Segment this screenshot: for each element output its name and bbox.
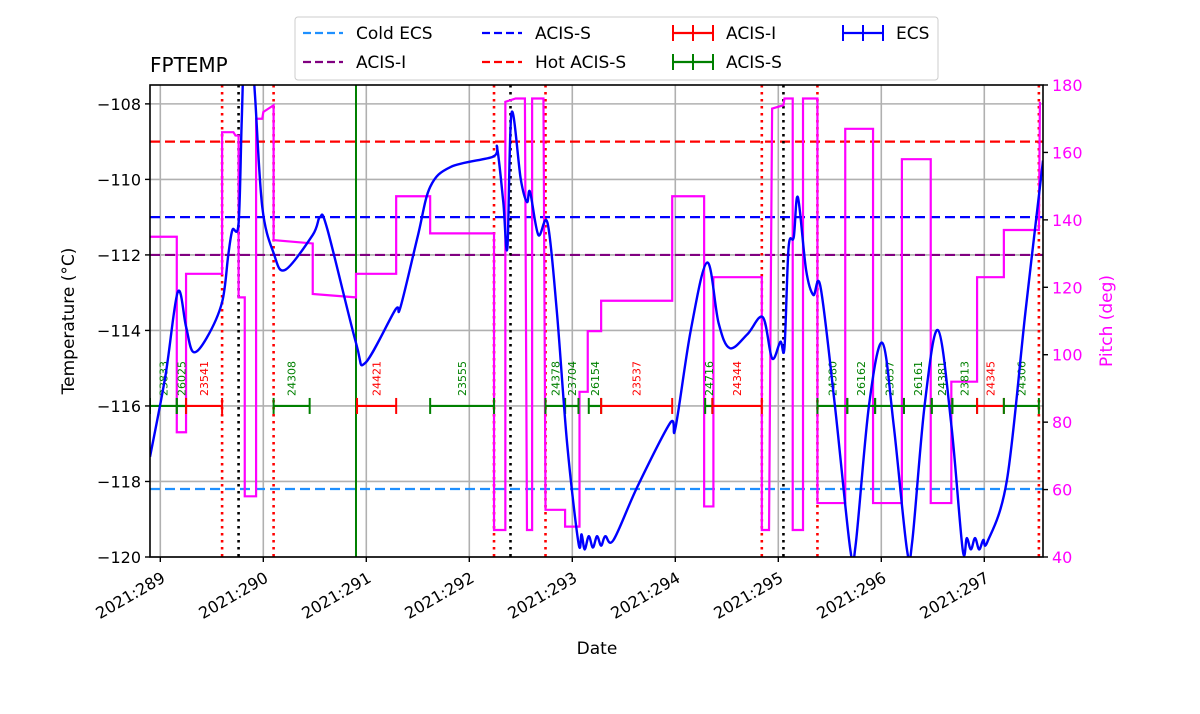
y2-tick-label: 100 (1052, 346, 1083, 365)
legend-label: Hot ACIS-S (535, 53, 626, 73)
legend-box (294, 16, 939, 81)
y-tick-label: −108 (97, 95, 141, 114)
legend-label: ACIS-I (726, 24, 776, 44)
legend-entry: ACIS-I (303, 53, 406, 73)
y2-axis-label: Pitch (deg) (1097, 275, 1117, 367)
x-tick-label: 2021:297 (916, 568, 992, 623)
grid (150, 85, 1043, 558)
obsid-label: 23555 (456, 361, 469, 396)
y2-tick-label: 120 (1052, 278, 1083, 297)
legend-label: ECS (896, 24, 929, 44)
y-tick-label: −110 (97, 170, 141, 189)
y2-tick-label: 60 (1052, 481, 1072, 500)
legend-entry: ACIS-S (672, 53, 782, 73)
obsid-label: 26025 (175, 361, 188, 396)
obsid-label: 24421 (371, 361, 384, 396)
y-tick-label: −116 (97, 397, 141, 416)
legend-label: ACIS-I (356, 53, 406, 73)
x-tick-label: 2021:294 (607, 568, 683, 623)
y2-tick-label: 180 (1052, 76, 1083, 95)
legend-entry: ACIS-S (482, 24, 591, 44)
plot-frame (149, 84, 1044, 558)
y2-tick-label: 140 (1052, 211, 1083, 230)
x-tick-label: 2021:291 (298, 568, 374, 623)
y-tick-label: −114 (97, 321, 141, 340)
y2-tick-label: 40 (1052, 548, 1072, 567)
y2-tick-label: 160 (1052, 143, 1083, 162)
obsid-label: 24344 (731, 361, 744, 396)
obsid-label: 26161 (912, 361, 925, 396)
obsid-label: 24345 (984, 361, 997, 396)
pitch-series (150, 97, 1042, 532)
x-tick-label: 2021:295 (710, 568, 786, 623)
obsid-label: 23813 (959, 361, 972, 396)
legend-entry: Cold ECS (303, 24, 433, 44)
y-tick-label: −112 (97, 246, 141, 265)
x-tick-label: 2021:289 (92, 568, 168, 623)
x-tick-label: 2021:296 (813, 568, 889, 623)
obsid-label: 26154 (589, 361, 602, 396)
obsid-label: 23537 (631, 361, 644, 396)
x-tick-label: 2021:292 (401, 568, 477, 623)
x-tick-label: 2021:293 (504, 568, 580, 623)
legend-label: ACIS-S (535, 24, 591, 44)
legend-label: ACIS-S (726, 53, 782, 73)
legend-entry: ECS (842, 24, 929, 44)
x-axis-label: Date (577, 639, 618, 659)
chart-title: FPTEMP (150, 53, 228, 77)
y2-tick-label: 80 (1052, 413, 1072, 432)
y-axis-label: Temperature (°C) (59, 248, 79, 396)
x-tick-label: 2021:290 (195, 568, 271, 623)
obsid-label: 24308 (286, 361, 299, 396)
legend-entry: ACIS-I (672, 24, 776, 44)
obsid-label: 24378 (549, 361, 562, 396)
obsid-label: 23704 (566, 361, 579, 396)
legend: Cold ECS ACIS-I ACIS-S Hot ACIS-S ACIS-I ACIS… (294, 16, 939, 81)
legend-label: Cold ECS (356, 24, 433, 44)
y-tick-label: −120 (97, 548, 141, 567)
legend-entry: Hot ACIS-S (482, 53, 626, 73)
y-tick-label: −118 (97, 472, 141, 491)
obsid-label: 24716 (703, 361, 716, 396)
obsid-label: 26162 (855, 361, 868, 396)
obsid-label: 23541 (198, 361, 211, 396)
temperature-series (150, 85, 1043, 557)
